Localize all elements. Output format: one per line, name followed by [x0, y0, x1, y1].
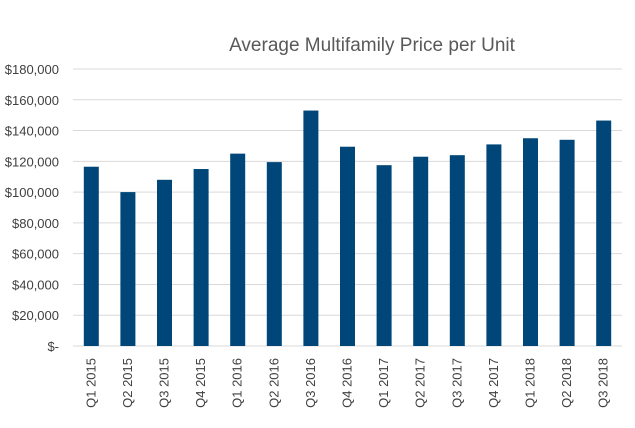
bar	[340, 146, 355, 346]
x-tick-label: Q4 2017	[486, 358, 501, 408]
y-tick-label: $80,000	[12, 216, 59, 231]
x-tick-label: Q3 2017	[449, 358, 464, 408]
x-tick-label: Q2 2015	[120, 358, 135, 408]
bar	[193, 169, 209, 346]
x-tick-label: Q4 2016	[340, 358, 355, 408]
x-tick-label: Q2 2016	[266, 358, 281, 408]
bar	[413, 156, 429, 346]
bar	[376, 165, 392, 346]
bar	[523, 138, 538, 346]
x-tick-label: Q3 2016	[303, 358, 318, 408]
x-tick-label: Q1 2015	[83, 358, 98, 408]
bar	[559, 139, 575, 346]
y-tick-label: $60,000	[12, 247, 59, 262]
x-tick-label: Q1 2016	[230, 358, 245, 408]
x-tick-label: Q3 2018	[596, 358, 611, 408]
y-axis: $- $20,000 $40,000 $60,000 $80,000 $100,000 $1…	[5, 62, 59, 354]
bar	[157, 179, 172, 346]
bar	[83, 166, 99, 346]
x-axis: Q1 2015 Q2 2015 Q3 2015 Q4 2015 Q1 2016 Q2 20…	[83, 358, 610, 408]
y-tick-label: $180,000	[5, 62, 59, 77]
bar	[266, 162, 282, 346]
y-tick-label: $40,000	[12, 277, 59, 292]
x-tick-label: Q1 2018	[523, 358, 538, 408]
bar	[230, 153, 246, 346]
y-tick-label: $20,000	[12, 308, 59, 323]
y-tick-label: $-	[47, 339, 59, 354]
chart-title: Average Multifamily Price per Unit	[229, 35, 516, 56]
bar	[303, 110, 319, 346]
x-tick-label: Q2 2017	[413, 358, 428, 408]
bar	[120, 192, 136, 346]
bar	[596, 120, 612, 346]
y-tick-label: $160,000	[5, 93, 59, 108]
y-tick-label: $120,000	[5, 154, 59, 169]
x-tick-label: Q1 2017	[376, 358, 391, 408]
y-tick-label: $140,000	[5, 124, 59, 139]
bar	[449, 155, 465, 346]
y-tick-label: $100,000	[5, 185, 59, 200]
x-tick-label: Q4 2015	[193, 358, 208, 408]
bar	[486, 144, 502, 346]
x-tick-label: Q3 2015	[157, 358, 172, 408]
x-tick-label: Q2 2018	[559, 358, 574, 408]
bars	[83, 110, 612, 346]
